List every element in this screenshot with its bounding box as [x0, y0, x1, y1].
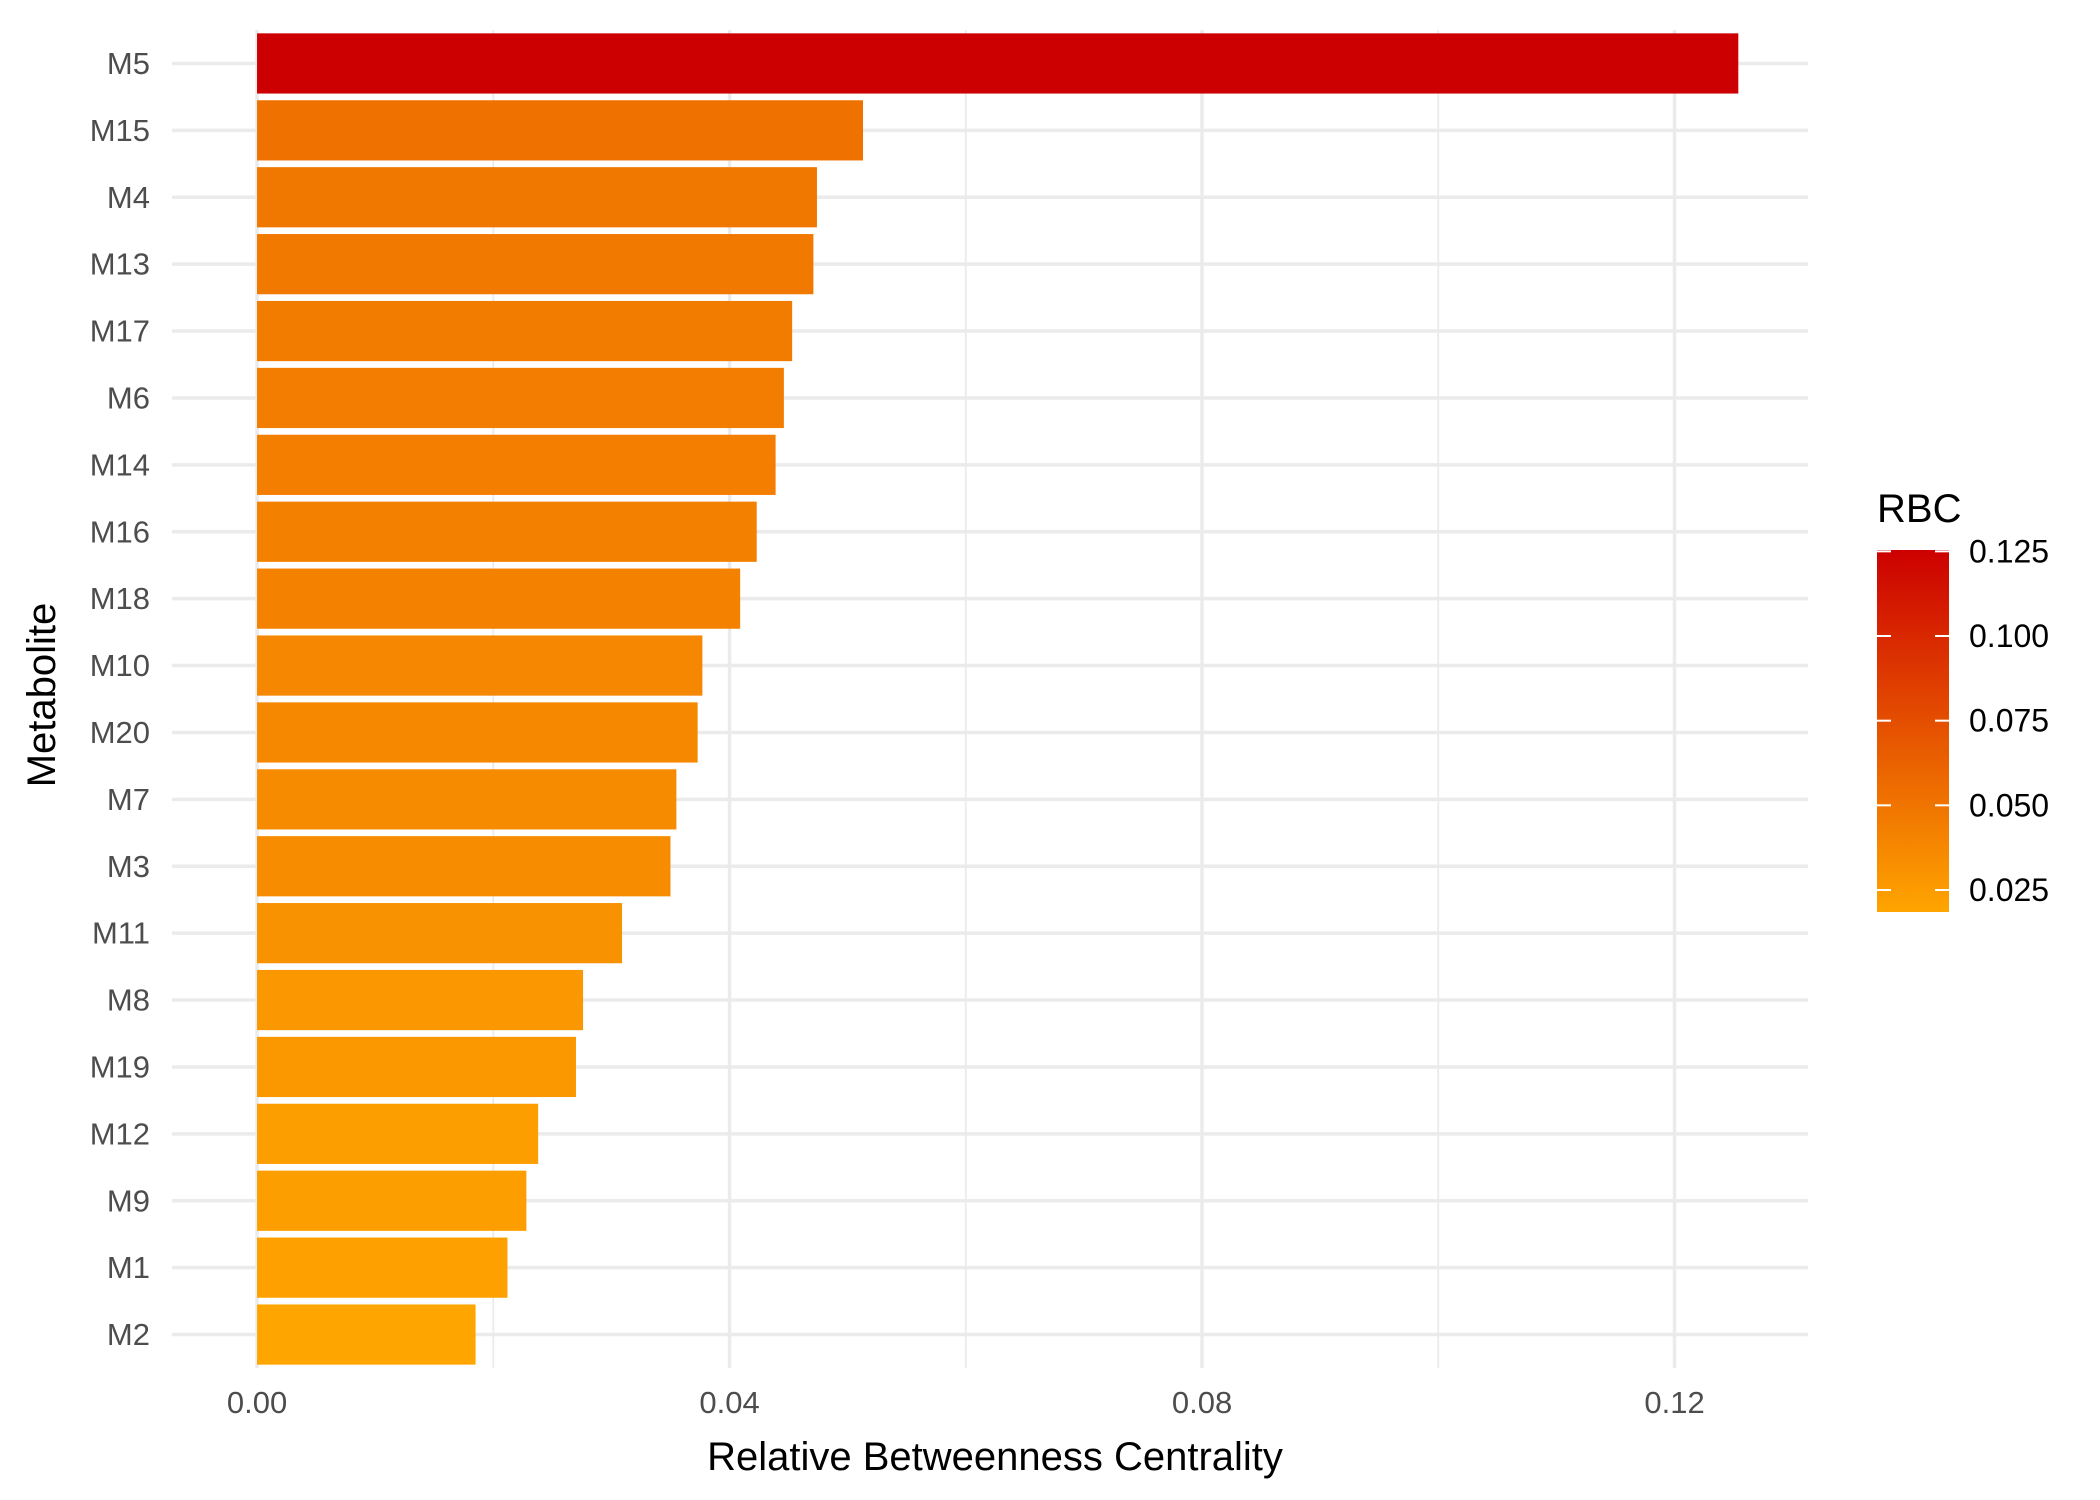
- bar-M8: [257, 969, 584, 1031]
- legend-tick-label: 0.125: [1969, 533, 2049, 569]
- y-tick-label: M10: [90, 648, 150, 683]
- legend-tick-label: 0.075: [1969, 703, 2049, 739]
- y-tick-label: M5: [107, 46, 150, 81]
- x-tick-label: 0.04: [699, 1385, 759, 1420]
- legend-tick-label: 0.050: [1969, 787, 2049, 823]
- y-tick-label: M11: [92, 916, 150, 951]
- bar-M18: [257, 568, 741, 629]
- legend-tick-label: 0.025: [1969, 872, 2049, 908]
- legend-colorbar: [1877, 550, 1949, 912]
- y-tick-label: M14: [90, 447, 150, 482]
- y-axis-title: Metabolite: [20, 603, 64, 788]
- bar-M7: [257, 769, 677, 830]
- y-tick-label: M4: [107, 180, 150, 215]
- x-tick-label: 0.00: [227, 1385, 287, 1420]
- bar-M1: [257, 1237, 508, 1298]
- y-tick-label: M6: [107, 380, 150, 415]
- bar-M15: [257, 100, 864, 161]
- y-tick-label: M20: [90, 715, 150, 750]
- bar-M20: [257, 702, 698, 763]
- y-tick-label: M16: [90, 514, 150, 549]
- x-axis-tick-labels: 0.00 0.04 0.08 0.12: [227, 1385, 1705, 1420]
- y-tick-label: M18: [90, 581, 150, 616]
- bar-M13: [257, 234, 814, 295]
- bar-M12: [257, 1103, 539, 1164]
- y-tick-label: M15: [90, 113, 150, 148]
- bars: [257, 33, 1739, 1365]
- bar-M11: [257, 903, 623, 964]
- y-tick-label: M13: [90, 247, 150, 282]
- bar-M4: [257, 167, 817, 228]
- bar-M5: [257, 33, 1739, 94]
- y-tick-label: M12: [90, 1116, 150, 1151]
- y-tick-label: M1: [107, 1250, 150, 1285]
- y-tick-label: M8: [107, 983, 150, 1018]
- color-legend: RBC 0.125 0.100 0.075 0.050 0.025: [1877, 487, 2049, 912]
- bar-M16: [257, 501, 757, 562]
- legend-tick-label: 0.100: [1969, 618, 2049, 654]
- bar-M6: [257, 367, 784, 429]
- y-tick-label: M7: [107, 782, 150, 817]
- bar-M17: [257, 300, 793, 362]
- grid: [172, 30, 1808, 1368]
- y-tick-label: M17: [90, 314, 150, 349]
- legend-ticks: 0.125 0.100 0.075 0.050 0.025: [1877, 533, 2049, 908]
- bar-M10: [257, 635, 703, 696]
- bar-M19: [257, 1036, 576, 1098]
- y-axis-tick-labels: M5 M15 M4 M13 M17 M6 M14 M16 M18 M10 M20 M7 M3 M11 M8 M…: [90, 46, 150, 1352]
- bar-M9: [257, 1170, 527, 1231]
- y-tick-label: M19: [90, 1049, 150, 1084]
- y-tick-label: M9: [107, 1183, 150, 1218]
- x-tick-label: 0.12: [1644, 1385, 1704, 1420]
- bar-M3: [257, 836, 671, 897]
- legend-title: RBC: [1877, 487, 1961, 531]
- y-tick-label: M3: [107, 849, 150, 884]
- bar-M2: [257, 1304, 476, 1365]
- x-axis-title: Relative Betweenness Centrality: [707, 1435, 1283, 1479]
- y-tick-label: M2: [107, 1317, 150, 1352]
- x-tick-label: 0.08: [1172, 1385, 1232, 1420]
- bar-M14: [257, 434, 776, 495]
